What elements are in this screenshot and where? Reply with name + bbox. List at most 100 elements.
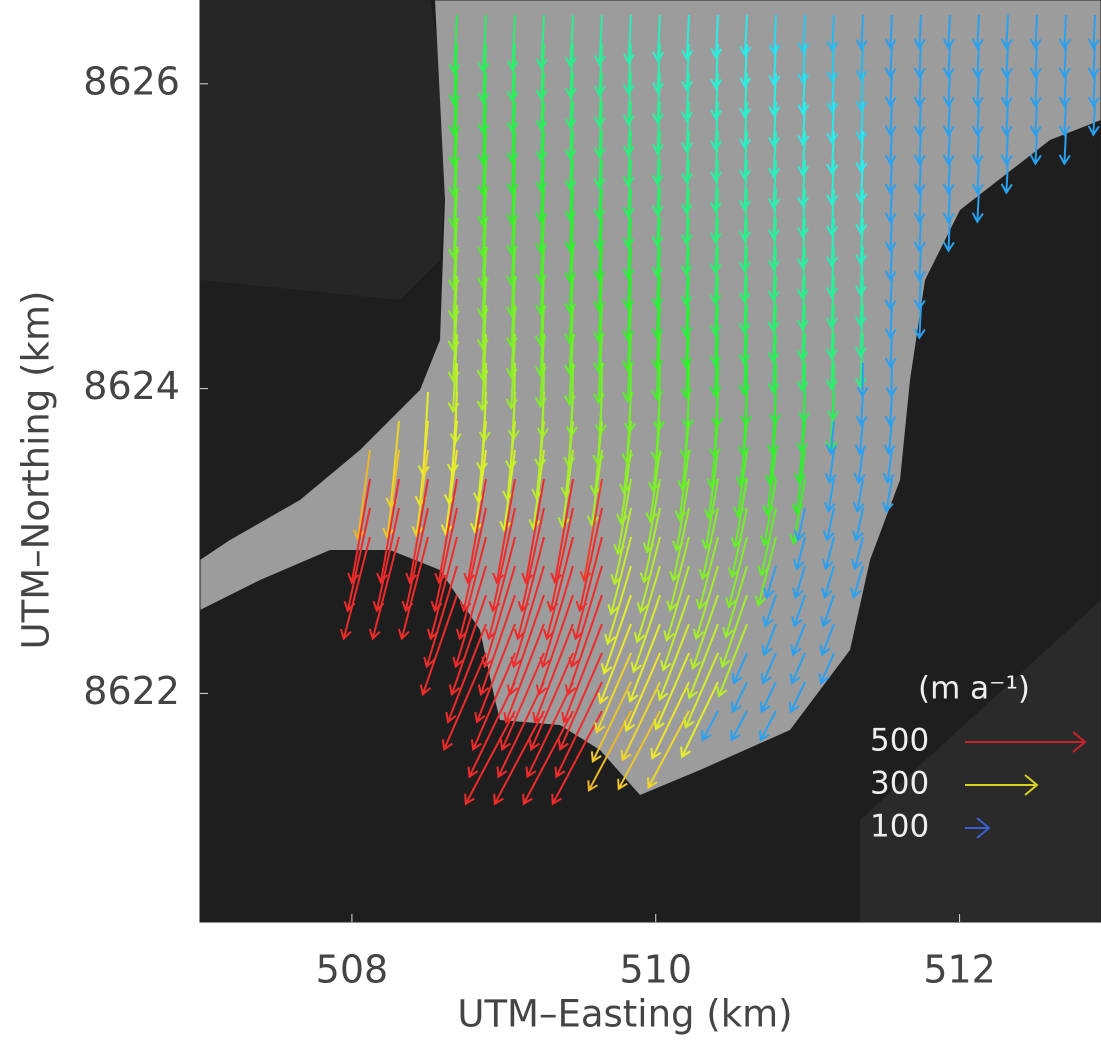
velocity-vector <box>826 188 839 237</box>
velocity-vector <box>942 130 955 166</box>
velocity-vector <box>564 159 577 222</box>
velocity-vector <box>709 304 722 367</box>
velocity-vector <box>506 43 519 103</box>
velocity-vector <box>826 159 839 206</box>
velocity-vector <box>760 652 777 685</box>
velocity-vector <box>680 246 693 307</box>
velocity-vector <box>506 72 519 133</box>
velocity-vector <box>622 101 635 157</box>
velocity-vector <box>651 72 664 125</box>
velocity-vector <box>913 159 926 195</box>
velocity-vector <box>669 507 690 583</box>
velocity-vector <box>855 188 868 235</box>
velocity-vector <box>797 14 810 54</box>
velocity-vector <box>738 217 751 273</box>
velocity-vector <box>535 188 548 255</box>
velocity-vector <box>347 478 371 585</box>
velocity-vector <box>593 130 606 190</box>
velocity-vector <box>710 43 723 90</box>
velocity-vector <box>622 130 635 188</box>
velocity-vector <box>651 159 664 217</box>
velocity-vector <box>796 304 809 362</box>
velocity-vector <box>616 449 632 526</box>
velocity-vector <box>564 188 577 253</box>
velocity-vector <box>768 101 781 148</box>
velocity-vector <box>597 623 632 705</box>
velocity-vector <box>850 565 864 600</box>
velocity-vector <box>913 217 926 253</box>
velocity-vector <box>971 130 984 166</box>
velocity-vector <box>525 681 574 779</box>
velocity-vector <box>652 14 665 63</box>
velocity-vector <box>455 536 487 641</box>
velocity-vector <box>709 275 722 336</box>
velocity-vector <box>767 217 780 271</box>
velocity-vector <box>353 449 371 541</box>
velocity-vector <box>826 101 839 145</box>
velocity-vector <box>477 130 490 197</box>
velocity-vector <box>730 710 748 742</box>
velocity-vector <box>493 710 545 806</box>
velocity-vector <box>826 72 839 114</box>
velocity-vector <box>593 246 606 313</box>
velocity-vector <box>680 681 719 759</box>
velocity-vector <box>535 130 548 193</box>
velocity-vector <box>709 188 722 244</box>
velocity-vector <box>1000 159 1013 195</box>
velocity-vector <box>754 536 777 608</box>
velocity-vector <box>826 43 839 83</box>
x-axis-title: UTM–Easting (km) <box>457 993 792 1036</box>
velocity-vector <box>593 101 606 159</box>
velocity-vector <box>622 188 635 249</box>
velocity-vector <box>767 304 780 364</box>
velocity-vector <box>564 14 577 68</box>
velocity-vector <box>942 14 955 50</box>
velocity-vector <box>1000 130 1013 166</box>
velocity-vector <box>768 159 781 210</box>
velocity-vector <box>739 43 752 89</box>
y-tick-label: 8622 <box>83 669 180 713</box>
velocity-vector <box>797 72 810 116</box>
velocity-vector <box>564 130 577 191</box>
velocity-vector <box>942 159 955 195</box>
velocity-vector <box>796 246 809 300</box>
map-image <box>200 0 1101 922</box>
velocity-vector <box>695 536 719 611</box>
velocity-vector <box>884 14 897 50</box>
velocity-vector <box>622 217 635 280</box>
velocity-vector <box>622 275 635 342</box>
velocity-vector <box>716 623 748 699</box>
velocity-vector <box>564 217 577 284</box>
velocity-vector <box>797 43 810 85</box>
velocity-vector <box>680 333 693 400</box>
velocity-vector <box>884 188 897 224</box>
velocity-vector <box>884 217 897 253</box>
velocity-vector <box>739 101 752 150</box>
velocity-vector <box>452 565 487 669</box>
velocity-vector <box>757 507 777 578</box>
velocity-vector <box>610 507 632 586</box>
velocity-vector <box>411 449 429 538</box>
velocity-vector <box>1087 14 1100 50</box>
legend-arrow <box>965 817 991 839</box>
velocity-vector <box>709 333 722 398</box>
velocity-vector <box>680 101 693 154</box>
velocity-vector <box>796 275 809 331</box>
velocity-vector <box>622 72 635 126</box>
velocity-vector <box>622 246 635 311</box>
velocity-vector <box>440 449 458 536</box>
y-tick-label: 8624 <box>83 364 180 408</box>
velocity-vector <box>1058 130 1071 166</box>
velocity-vector <box>913 101 926 137</box>
velocity-vector <box>448 72 461 137</box>
velocity-vector <box>503 623 545 724</box>
velocity-vector <box>539 565 574 669</box>
velocity-vector <box>564 594 603 697</box>
velocity-vector <box>971 101 984 137</box>
velocity-vector <box>913 72 926 108</box>
velocity-vector <box>797 101 810 147</box>
legend-label: 100 <box>870 809 929 845</box>
velocity-vector <box>738 333 751 396</box>
velocity-vector <box>506 159 519 226</box>
velocity-vector <box>521 478 545 585</box>
